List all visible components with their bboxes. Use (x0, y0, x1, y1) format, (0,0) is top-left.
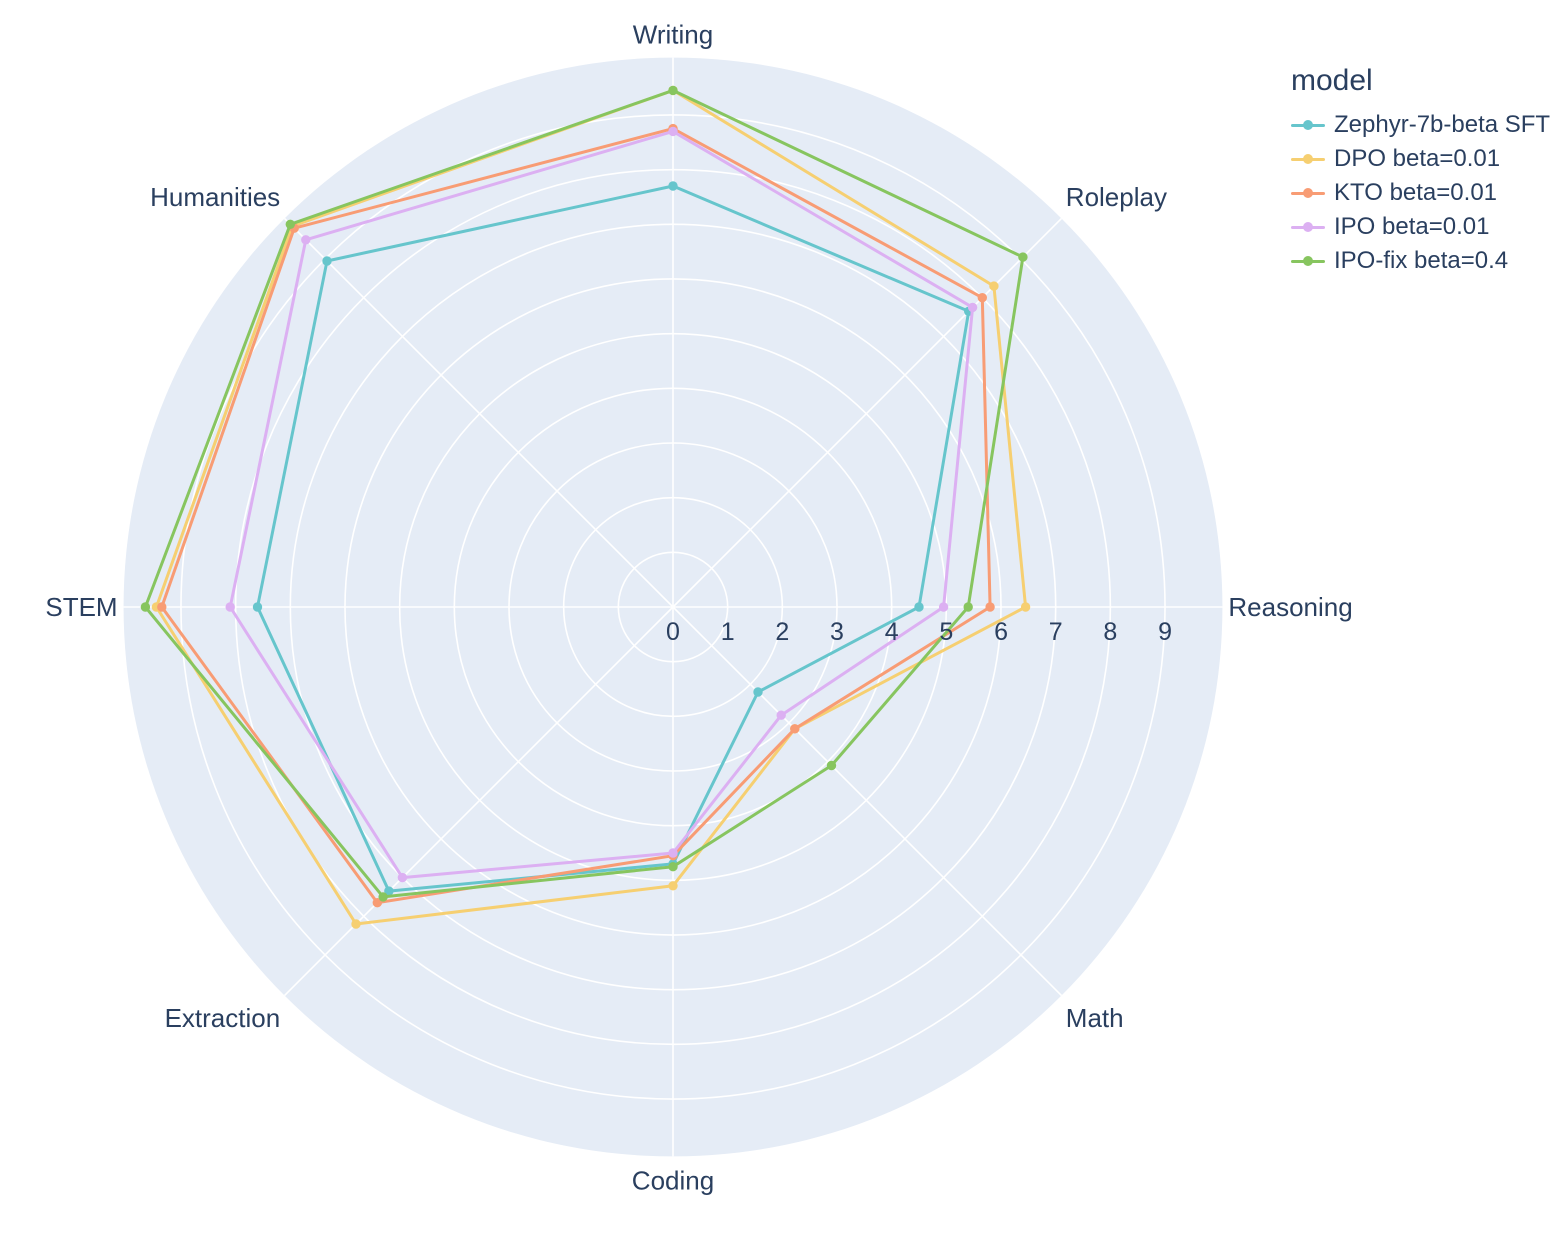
radial-tick-label: 2 (775, 618, 789, 646)
category-label-writing: Writing (633, 20, 713, 50)
series-marker (322, 256, 332, 266)
legend-marker-dot-icon (1303, 188, 1313, 198)
category-label-roleplay: Roleplay (1066, 182, 1167, 212)
series-marker (776, 710, 786, 720)
angular-spoke (672, 606, 1063, 997)
radial-tick-label: 9 (1158, 618, 1172, 646)
radial-tick-label: 6 (994, 618, 1008, 646)
series-marker (252, 602, 263, 612)
series-marker (938, 602, 949, 612)
category-label-math: Math (1066, 1003, 1124, 1033)
series-marker (668, 181, 678, 191)
legend-marker-dot-icon (1303, 222, 1313, 232)
series-marker (372, 898, 382, 908)
series-marker (668, 85, 678, 96)
legend-item-label: IPO beta=0.01 (1334, 213, 1490, 240)
series-marker (225, 602, 235, 612)
series-marker (985, 602, 995, 612)
radial-tick-label: 5 (939, 618, 953, 646)
series-marker (668, 848, 678, 858)
series-marker (397, 872, 408, 883)
series-marker (351, 919, 361, 929)
series-marker (1018, 252, 1028, 262)
legend-marker-dot-icon (1303, 154, 1313, 164)
legend-item-label: KTO beta=0.01 (1334, 179, 1498, 206)
legend-items: Zephyr-7b-beta SFT DPO beta=0.01 KTO bet… (1291, 108, 1550, 278)
category-label-humanities: Humanities (150, 182, 280, 212)
radial-tick-label: 7 (1049, 618, 1063, 646)
series-marker (989, 281, 999, 291)
legend-item-label: DPO beta=0.01 (1334, 145, 1501, 172)
legend: model Zephyr-7b-beta SFT DPO beta=0.01 K… (1291, 64, 1550, 278)
legend-item-kto-beta-0-01[interactable]: KTO beta=0.01 (1291, 176, 1550, 210)
series-marker (668, 126, 678, 137)
legend-item-zephyr-7b-beta-sft[interactable]: Zephyr-7b-beta SFT (1291, 108, 1550, 142)
radial-tick-label: 1 (721, 618, 735, 646)
category-label-stem: STEM (45, 592, 117, 622)
series-marker (967, 302, 978, 313)
series-marker (378, 892, 388, 902)
series-marker (668, 881, 678, 891)
legend-swatch (1291, 256, 1325, 267)
radial-tick-label: 0 (666, 618, 680, 646)
legend-marker-dot-icon (1303, 120, 1313, 130)
category-label-coding: Coding (632, 1165, 714, 1195)
series-marker (140, 602, 151, 612)
category-label-reasoning: Reasoning (1228, 592, 1352, 622)
series-marker (753, 687, 763, 697)
legend-item-ipo-fix-beta-0-4[interactable]: IPO-fix beta=0.4 (1291, 244, 1550, 278)
legend-item-ipo-beta-0-01[interactable]: IPO beta=0.01 (1291, 210, 1550, 244)
legend-swatch (1291, 222, 1325, 233)
series-marker (826, 760, 837, 771)
series-marker (963, 602, 973, 612)
legend-swatch (1291, 154, 1325, 165)
legend-swatch (1291, 188, 1325, 199)
legend-item-label: Zephyr-7b-beta SFT (1334, 111, 1551, 138)
series-marker (301, 235, 311, 245)
category-label-extraction: Extraction (165, 1003, 281, 1033)
series-marker (914, 602, 924, 612)
series-marker (157, 602, 167, 612)
series-marker (285, 219, 295, 229)
series-marker (384, 886, 394, 896)
series-marker (668, 862, 678, 872)
angular-spoke (283, 606, 674, 997)
legend-item-dpo-beta-0-01[interactable]: DPO beta=0.01 (1291, 142, 1550, 176)
radial-tick-label: 3 (830, 618, 844, 646)
legend-title: model (1291, 64, 1373, 97)
series-marker (790, 724, 800, 734)
angular-spoke (283, 217, 674, 608)
radial-tick-label: 4 (885, 618, 899, 646)
series-marker (977, 293, 987, 303)
legend-marker-dot-icon (1303, 256, 1313, 266)
series-marker (1020, 602, 1031, 612)
legend-item-label: IPO-fix beta=0.4 (1334, 247, 1509, 274)
radial-tick-label: 8 (1103, 618, 1117, 646)
legend-swatch (1291, 120, 1325, 131)
